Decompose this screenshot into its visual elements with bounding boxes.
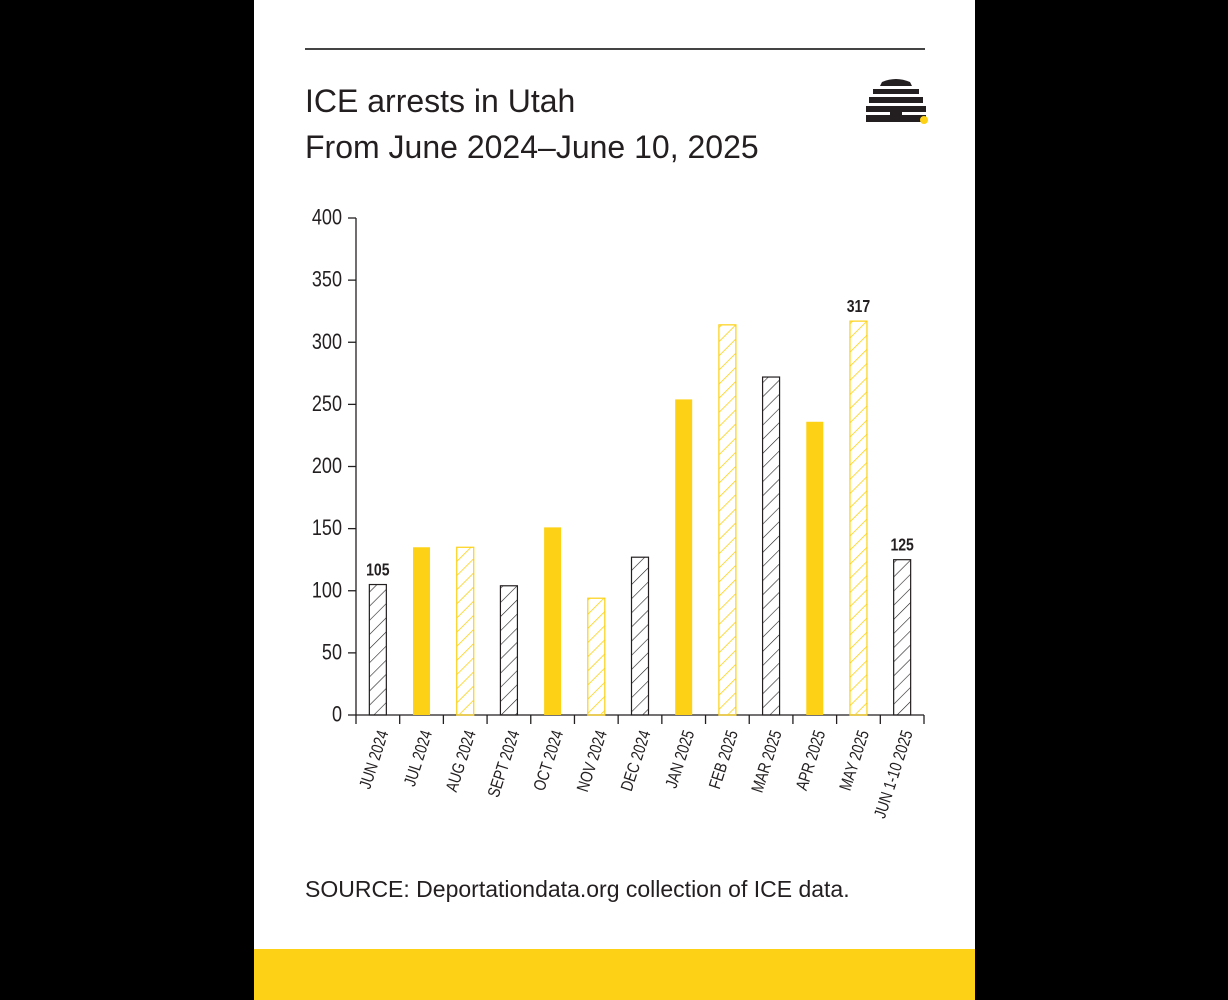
x-category-label: MAR 2025 [748, 728, 786, 795]
y-tick-label: 250 [312, 392, 342, 416]
title-line-1: ICE arrests in Utah [305, 83, 576, 119]
y-tick-label: 150 [312, 517, 342, 541]
x-category-label: JAN 2025 [662, 728, 698, 791]
x-category-label: MAY 2025 [836, 728, 873, 793]
y-axis: 0 50 100 150 200 250 300 350 400 [312, 206, 357, 727]
beehive-icon [866, 79, 928, 124]
bar-mar-2025 [761, 376, 781, 716]
bar-dec-2024 [630, 556, 650, 716]
y-tick-label: 300 [312, 330, 342, 354]
logo-yellow-dot [920, 116, 928, 124]
data-label: 317 [847, 297, 870, 317]
chart-title: ICE arrests in Utah From June 2024–June … [305, 78, 759, 170]
x-category-label: FEB 2025 [706, 728, 743, 791]
x-category-label: NOV 2024 [574, 728, 612, 794]
source-note: SOURCE: Deportationdata.org collection o… [305, 876, 850, 902]
bar-may-2025 [849, 320, 868, 716]
title-line-2: From June 2024–June 10, 2025 [305, 129, 759, 165]
bar-nov-2024 [587, 597, 606, 716]
top-divider [305, 48, 925, 50]
bar-jul-2024 [413, 547, 431, 715]
data-label: 105 [366, 560, 389, 580]
bar-jan-2025 [675, 399, 693, 715]
data-label: 125 [890, 535, 913, 555]
x-category-label: SEPT 2024 [485, 728, 524, 800]
x-category-label: JUL 2024 [401, 728, 437, 789]
x-category-label: JUN 2024 [356, 728, 393, 792]
chart-card: ICE arrests in Utah From June 2024–June … [254, 0, 975, 1000]
bar-chart: 0 50 100 150 200 250 300 350 400 105 317 125 JUN 2… [312, 206, 925, 821]
bar-apr-2025 [806, 421, 824, 715]
y-tick-label: 50 [322, 641, 342, 665]
bar-jun-2024 [368, 583, 387, 716]
x-category-label: JUN 1-10 2025 [871, 728, 917, 821]
bar-feb-2025 [718, 324, 737, 716]
y-tick-label: 0 [332, 703, 342, 727]
footer-band [254, 949, 975, 1000]
x-category-label: DEC 2024 [618, 728, 655, 794]
bar-aug-2024 [456, 546, 475, 716]
y-tick-label: 200 [312, 454, 342, 478]
bar-jun-1-10-2025 [893, 559, 912, 716]
bar-sept-2024 [499, 585, 519, 716]
category-labels: JUN 2024 JUL 2024 AUG 2024 SEPT 2024 OCT 202… [356, 728, 917, 821]
y-tick-label: 100 [312, 579, 342, 603]
x-category-label: OCT 2024 [530, 728, 567, 794]
x-axis [355, 714, 925, 724]
x-category-label: APR 2025 [793, 728, 830, 793]
x-category-label: AUG 2024 [443, 728, 481, 794]
bars: 105 317 125 [366, 297, 914, 716]
y-tick-label: 350 [312, 268, 342, 292]
y-tick-label: 400 [312, 206, 342, 230]
bar-oct-2024 [544, 527, 562, 715]
